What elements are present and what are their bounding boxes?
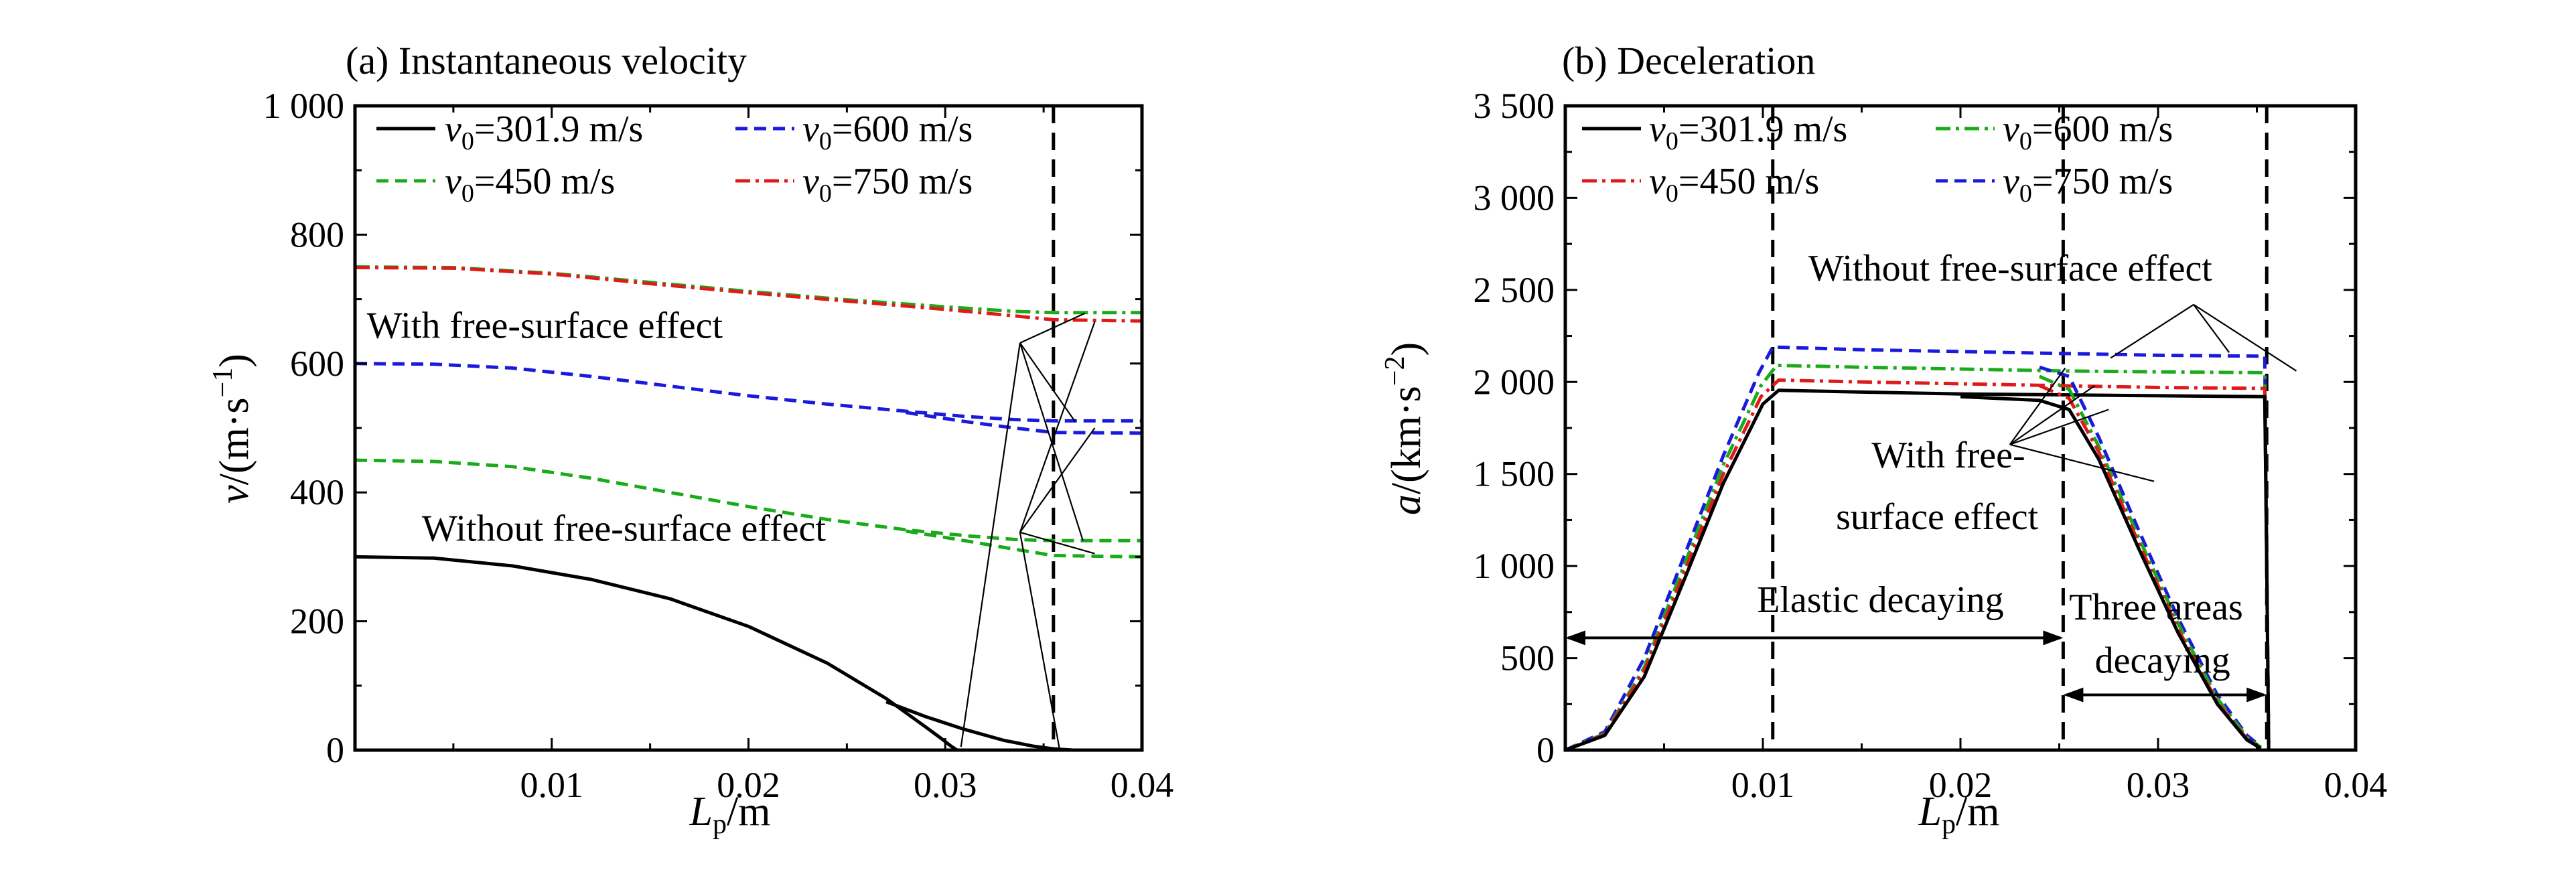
- legend-item-a-3: v0=750 m/s: [802, 161, 973, 208]
- x-tick-label-a-2: 0.03: [914, 765, 977, 805]
- leader-line-a-1-1: [1019, 427, 1096, 533]
- leader-line-a-1-0: [1019, 321, 1096, 533]
- y-tick-label-b-6: 3 000: [1474, 177, 1555, 218]
- leader-line-a-0-1: [1019, 342, 1076, 423]
- y-tick-label-b-7: 3 500: [1474, 86, 1555, 126]
- y-axis-label-a: v/(m·s−1): [208, 354, 257, 504]
- series-line-b-0: [1564, 345, 2271, 752]
- leader-line-a-1-3: [1019, 532, 1060, 749]
- annotation-b-0: Without free-surface effect: [1808, 248, 2212, 289]
- y-tick-label-b-4: 2 000: [1474, 362, 1555, 402]
- legend-item-b-1: v0=450 m/s: [1649, 161, 1819, 208]
- legend-item-a-0: v0=301.9 m/s: [445, 108, 643, 155]
- range-arrow-head-right-b-1: [2246, 687, 2267, 703]
- series-line-a-0: [354, 555, 958, 752]
- x-axis-label-a: Lp/m: [689, 789, 771, 840]
- series-line-a-2: [354, 458, 1142, 542]
- legend-item-a-2: v0=600 m/s: [802, 108, 973, 155]
- plot-area-b: Without free-surface effect With free-sur…: [1564, 106, 2297, 752]
- legend-item-a-1: v0=450 m/s: [445, 161, 615, 208]
- series-line-b-3: [1565, 388, 2271, 752]
- legend-b: v0=301.9 m/s v0=450 m/s v0=600 m/s v0=75…: [1582, 108, 2173, 208]
- legend-a: v0=301.9 m/s v0=450 m/s v0=600 m/s v0=75…: [376, 108, 973, 208]
- x-tick-label-b-2: 0.03: [2127, 765, 2190, 805]
- annotation-a-0: With free-surface effect: [367, 305, 723, 346]
- leader-line-a-0-3: [960, 342, 1021, 747]
- y-tick-label-b-2: 1 000: [1474, 546, 1555, 586]
- panel-deceleration: (b) Deceleration Without free-surface ef…: [1380, 39, 2387, 840]
- annotation-b-5: decaying: [2095, 640, 2230, 682]
- y-tick-label-a-1: 200: [290, 601, 344, 642]
- x-tick-label-a-1: 0.02: [717, 765, 780, 805]
- x-tick-label-b-1: 0.02: [1929, 765, 1993, 805]
- series-line-b-2: [1565, 378, 2271, 752]
- y-tick-label-a-4: 800: [290, 214, 344, 255]
- annotation-b-2: surface effect: [1836, 496, 2039, 538]
- legend-item-b-0: v0=301.9 m/s: [1649, 108, 1847, 155]
- series-line-a-3: [906, 529, 1143, 559]
- y-axis-label-b: a/(km·s−2): [1380, 342, 1429, 515]
- range-arrow-head-right-b-0: [2043, 630, 2064, 646]
- panel-velocity: (a) Instantaneous velocity With free-sur…: [208, 39, 1173, 840]
- y-tick-label-a-5: 1 000: [263, 86, 345, 126]
- leader-line-b-0-0: [2110, 303, 2194, 359]
- leader-line-b-1-2: [2009, 409, 2109, 445]
- x-tick-label-b-3: 0.04: [2324, 765, 2388, 805]
- leader-line-b-1-1: [2009, 384, 2096, 445]
- series-line-a-4: [354, 362, 1142, 423]
- y-tick-label-b-1: 500: [1500, 638, 1555, 678]
- chart-title-a: (a) Instantaneous velocity: [346, 39, 747, 82]
- leader-line-b-1-3: [2009, 443, 2155, 482]
- annotation-a-1: Without free-surface effect: [422, 508, 826, 549]
- y-tick-label-a-2: 400: [290, 472, 344, 512]
- leader-line-b-1-0: [2009, 368, 2066, 445]
- series-line-a-5: [906, 411, 1143, 435]
- series-line-b-7: [1960, 394, 2262, 750]
- legend-item-b-3: v0=750 m/s: [2003, 161, 2173, 208]
- x-tick-label-a-0: 0.01: [520, 765, 584, 805]
- leader-line-a-0-0: [1019, 312, 1086, 344]
- ticks-a: 0.01 0.02 0.03 0.04 0 200 400 600 800 1 000: [263, 86, 1174, 805]
- y-tick-label-b-5: 2 500: [1474, 270, 1555, 310]
- leader-line-b-0-2: [2193, 303, 2297, 372]
- y-tick-label-a-0: 0: [326, 730, 344, 770]
- annotation-b-4: Three areas: [2069, 587, 2243, 628]
- y-tick-label-a-3: 600: [290, 344, 344, 384]
- leader-line-a-1-2: [1019, 531, 1095, 555]
- ticks-b: 0.01 0.02 0.03 0.04 0 500 1 000 1 500 2 000 2 500…: [1474, 86, 2388, 805]
- x-tick-label-b-0: 0.01: [1731, 765, 1795, 805]
- chart-title-b: (b) Deceleration: [1562, 39, 1815, 82]
- annotation-b-1: With free-: [1871, 435, 2025, 476]
- annotation-b-3: Elastic decaying: [1757, 579, 2004, 621]
- y-tick-label-b-0: 0: [1536, 730, 1555, 770]
- range-arrow-head-left-b-1: [2063, 687, 2084, 703]
- plot-area-a: With free-surface effect Without free-sur…: [354, 106, 1143, 752]
- series-line-a-7: [354, 266, 1143, 323]
- x-axis-label-b: Lp/m: [1918, 789, 2000, 840]
- x-tick-label-a-3: 0.04: [1111, 765, 1174, 805]
- y-tick-label-b-3: 1 500: [1474, 454, 1555, 494]
- legend-item-b-2: v0=600 m/s: [2003, 108, 2173, 155]
- leader-line-b-0-1: [2193, 304, 2230, 353]
- series-line-b-1: [1565, 364, 2271, 752]
- range-arrow-head-left-b-0: [1565, 630, 1585, 646]
